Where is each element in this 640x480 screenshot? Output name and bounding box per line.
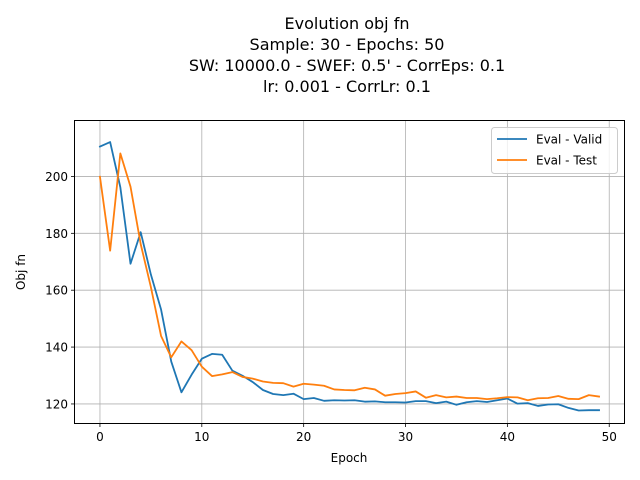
x-tick-label: 30: [398, 430, 413, 444]
y-tick-label: 200: [45, 170, 68, 184]
chart-title: Evolution obj fn Sample: 30 - Epochs: 50…: [189, 14, 505, 96]
title-line-2: Sample: 30 - Epochs: 50: [250, 35, 445, 54]
y-tick-label: 180: [45, 227, 68, 241]
y-axis-label: Obj fn: [14, 254, 28, 290]
x-tick-label: 20: [296, 430, 311, 444]
y-axis-ticks: 120 140 160 180 200: [45, 170, 75, 411]
y-tick-label: 120: [45, 397, 68, 411]
plot-frame: [74, 120, 625, 424]
legend: Eval - Valid Eval - Test: [491, 127, 618, 174]
x-axis-label: Epoch: [331, 451, 368, 465]
legend-label-valid: Eval - Valid: [536, 133, 602, 147]
x-tick-label: 10: [194, 430, 209, 444]
x-tick-label: 40: [500, 430, 515, 444]
x-tick-label: 0: [96, 430, 104, 444]
series-line-eval-test: [98, 152, 601, 402]
y-tick-label: 140: [45, 341, 68, 355]
title-line-1: Evolution obj fn: [285, 14, 410, 33]
series-line-eval-valid: [98, 141, 600, 412]
x-axis-ticks: 0 10 20 30 40 50: [96, 423, 617, 444]
y-tick-label: 160: [45, 284, 68, 298]
x-tick-label: 50: [602, 430, 617, 444]
plot-series: [98, 141, 601, 412]
title-line-3: SW: 10000.0 - SWEF: 0.5' - CorrEps: 0.1: [189, 56, 505, 75]
legend-label-test: Eval - Test: [536, 154, 597, 168]
title-line-4: lr: 0.001 - CorrLr: 0.1: [263, 77, 431, 96]
